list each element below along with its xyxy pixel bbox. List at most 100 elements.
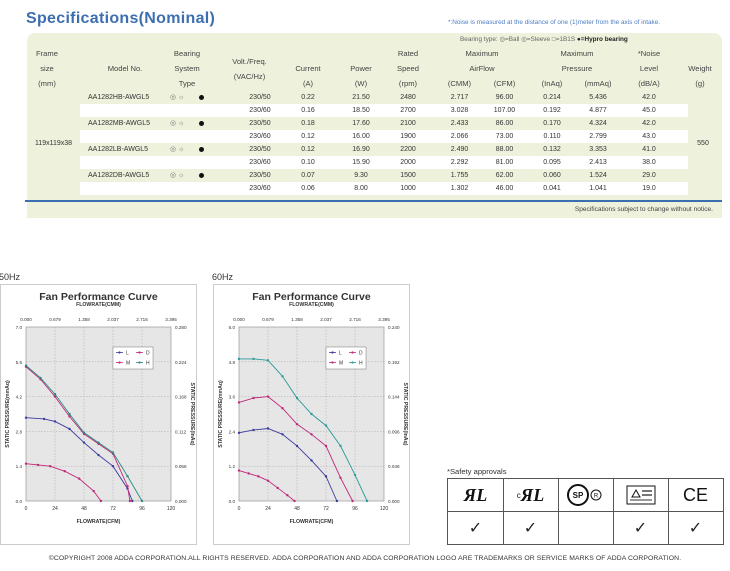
current-cell: 0.12 [301, 133, 315, 140]
cfm-cell: 96.00 [495, 94, 514, 101]
right-tick-label: 0.224 [175, 360, 187, 365]
header-max-airflow: Maximum [465, 49, 499, 58]
y-tick-label: 4.8 [229, 360, 236, 365]
series-point-D [92, 489, 95, 493]
top-tick-label: 0.000 [233, 317, 245, 322]
table-row: AA1282MB-AWGL5 ◎ ☼ 230/50 0.18 17.60 2100 2.43… [80, 117, 688, 130]
subject-note: Specifications subject to change without… [574, 206, 713, 213]
top-tick-label: 2.037 [107, 317, 119, 322]
series-point-D [77, 477, 81, 480]
series-point-L [295, 444, 299, 448]
series-point-D [99, 499, 103, 503]
y-tick-label: 2.4 [229, 429, 236, 434]
legend-marker [118, 361, 121, 364]
bearing-type-legend: Bearing type: ◎=Ball ◎=Sleeve □=1B1S ●=H… [460, 35, 628, 43]
series-point-L [68, 427, 71, 431]
header-bearing-system: Bearing System Type [173, 49, 201, 88]
legend-label: D [359, 351, 363, 357]
b1s-bearing-icon: □ [551, 36, 556, 43]
noise-cell: 41.0 [642, 146, 656, 153]
ball-label: =Ball [505, 36, 520, 43]
x-tick-label: 24 [265, 506, 271, 512]
power-cell: 21.50 [352, 94, 370, 101]
series-point-D [24, 462, 28, 465]
volt-cell: 230/60 [249, 133, 271, 140]
header-cmm: (CMM) [447, 79, 472, 88]
x-tick-label: 0 [238, 506, 241, 512]
header-pressure: Pressure [561, 64, 593, 73]
cmm-cell: 1.755 [450, 172, 469, 179]
top-tick-label: 2.037 [320, 317, 332, 322]
header-weight: Weight (g) [688, 64, 712, 88]
series-point-L [24, 416, 28, 419]
header-model-no: Model No. [107, 64, 143, 73]
current-cell: 0.10 [301, 159, 315, 166]
current-cell: 0.07 [301, 172, 315, 179]
noise-cell: 29.0 [642, 172, 656, 179]
series-point-H [126, 474, 129, 478]
series-point-L [82, 441, 86, 444]
right-tick-label: 0.048 [388, 464, 400, 469]
table-row: AA1282DB-AWGL5 ◎ ☼ 230/50 0.07 9.30 1500 1.755… [80, 169, 688, 182]
series-point-H [111, 451, 115, 454]
legend-label: H [359, 361, 363, 367]
legend-label: H [146, 361, 150, 367]
header-max-pressure: Maximum [560, 49, 594, 58]
y-tick-label: 4.2 [16, 395, 23, 400]
series-point-H [324, 424, 328, 427]
header-current: Current (A) [295, 64, 321, 88]
series-point-H [24, 364, 28, 367]
chart-50hz-plot: 0 24 48 72 96 120 0.000 0.679 1.358 2.037 2.716 3.3… [5, 317, 195, 525]
x-tick-label: 48 [294, 506, 300, 512]
x-tick-label: 120 [380, 506, 389, 512]
volt-cell: 230/50 [249, 172, 271, 179]
speed-cell: 2480 [400, 94, 416, 101]
right-tick-label: 0.000 [175, 499, 187, 504]
right-tick-label: 0.096 [388, 429, 400, 434]
hypro-bearing-dot-icon [199, 173, 204, 178]
hypro-bearing-dot-icon [199, 147, 204, 152]
top-tick-label: 1.358 [291, 317, 303, 322]
current-cell: 0.16 [301, 107, 315, 114]
mmaq-cell: 2.799 [589, 133, 607, 140]
series-point-L [42, 417, 46, 421]
series-point-M [281, 407, 284, 410]
x-tick-label: 72 [323, 506, 329, 512]
y-tick-label: 7.0 [16, 325, 23, 330]
volt-cell: 230/60 [249, 185, 271, 192]
current-cell: 0.18 [301, 120, 315, 127]
right-tick-label: 0.112 [175, 429, 187, 434]
cmm-cell: 2.433 [450, 120, 469, 127]
table-row: 230/60 0.06 8.00 1000 1.302 46.00 0.041 1.041 19… [80, 182, 688, 195]
top-tick-label: 3.395 [378, 317, 390, 322]
series-point-H [266, 359, 270, 362]
top-tick-label: 0.000 [20, 317, 32, 322]
model-no-cell: AA1282DB-AWGL5 [88, 172, 150, 179]
legend-label: M [339, 361, 343, 367]
volt-cell: 230/50 [249, 94, 271, 101]
inaq-cell: 0.192 [543, 107, 561, 114]
series-point-M [324, 444, 328, 448]
inaq-cell: 0.214 [543, 94, 561, 101]
inaq-cell: 0.041 [543, 185, 561, 192]
cmm-cell: 1.302 [450, 185, 469, 192]
mmaq-cell: 1.524 [589, 172, 607, 179]
mmaq-cell: 4.324 [589, 120, 607, 127]
series-point-M [295, 422, 299, 426]
svg-text:SP: SP [572, 491, 583, 500]
noise-note: *:Noise is measured at the distance of o… [448, 19, 661, 26]
power-cell: 16.90 [352, 146, 370, 153]
chart-50hz-label: 50Hz [0, 272, 21, 282]
x-axis-label: FLOWRATE(CFM) [290, 519, 334, 525]
volt-cell: 230/60 [249, 107, 271, 114]
y-tick-label: 0.0 [16, 499, 23, 504]
inaq-cell: 0.132 [543, 146, 561, 153]
header-power: Power (W) [350, 64, 372, 88]
mmaq-cell: 2.413 [589, 159, 607, 166]
csa-logo-icon: SP R [558, 479, 613, 511]
series-point-D [237, 469, 241, 472]
speed-cell: 1500 [400, 172, 416, 179]
series-point-H [281, 375, 284, 378]
x-tick-label: 24 [52, 506, 58, 512]
series-point-H [353, 473, 357, 477]
